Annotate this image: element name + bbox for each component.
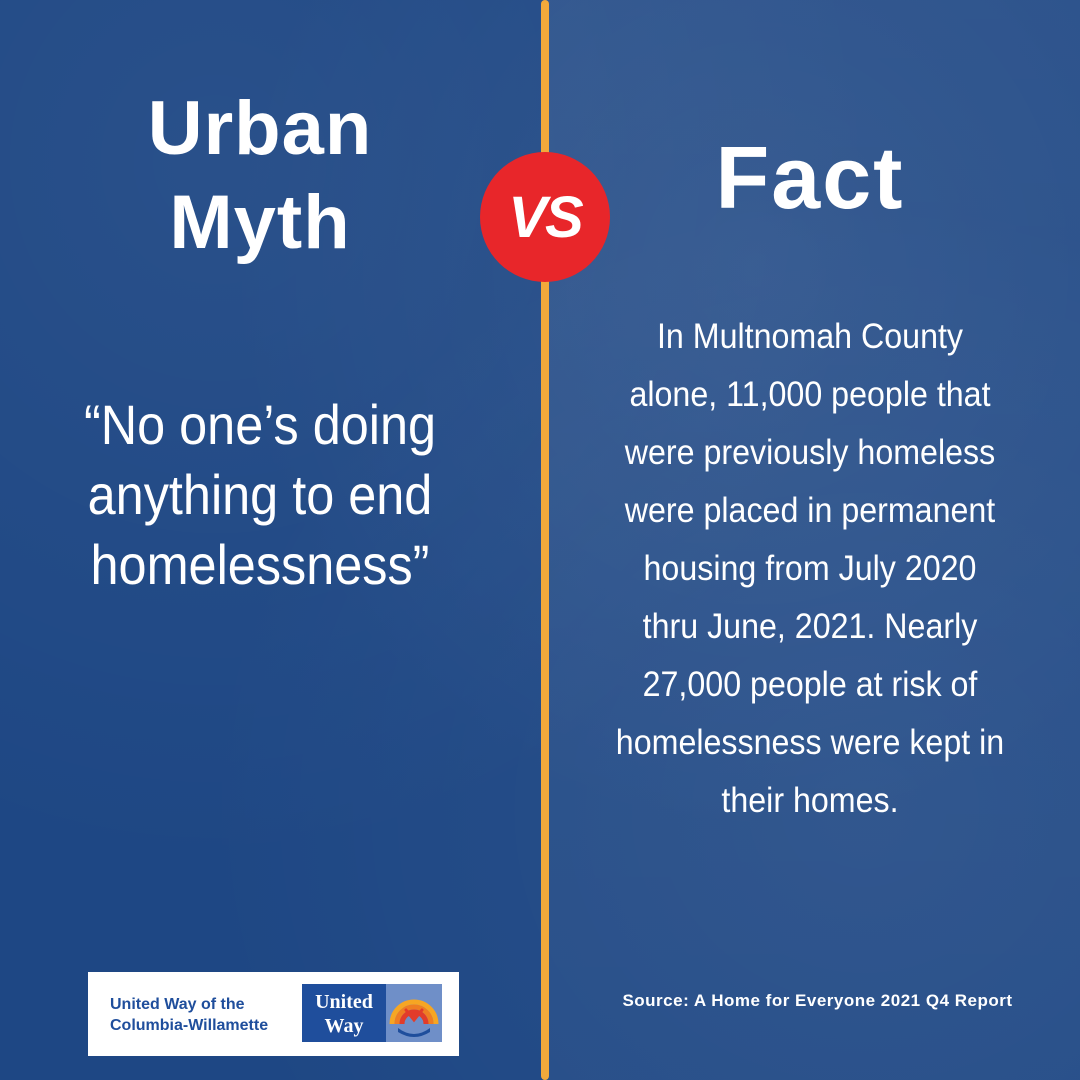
logo-org-line1: United Way of the <box>110 996 245 1013</box>
vs-badge: VS <box>480 152 610 282</box>
myth-heading: Urban Myth <box>60 82 460 270</box>
logo-mark-line1: United <box>315 991 373 1013</box>
source-citation: Source: A Home for Everyone 2021 Q4 Repo… <box>622 991 1013 1010</box>
myth-heading-line1: Urban <box>147 86 373 171</box>
logo-org-line2: Columbia-Willamette <box>110 1017 269 1034</box>
fact-heading: Fact <box>715 128 905 227</box>
vs-label: VS <box>508 184 583 250</box>
fact-body: In Multnomah County alone, 11,000 people… <box>615 317 1005 820</box>
logo-mark-line2: Way <box>325 1015 364 1037</box>
logo-mark-box <box>302 984 386 1042</box>
united-way-logo: United Way of the Columbia-Willamette Un… <box>88 972 459 1056</box>
rainbow-hand-icon <box>389 999 439 1037</box>
divider-line <box>541 0 549 1080</box>
logo-org-name: United Way of the Columbia-Willamette <box>110 994 310 1036</box>
myth-quote: “No one’s doing anything to end homeless… <box>83 393 437 596</box>
fact-panel-background <box>545 0 1080 1080</box>
united-way-mark-icon: United Way <box>302 984 442 1042</box>
myth-heading-line2: Myth <box>169 180 351 265</box>
